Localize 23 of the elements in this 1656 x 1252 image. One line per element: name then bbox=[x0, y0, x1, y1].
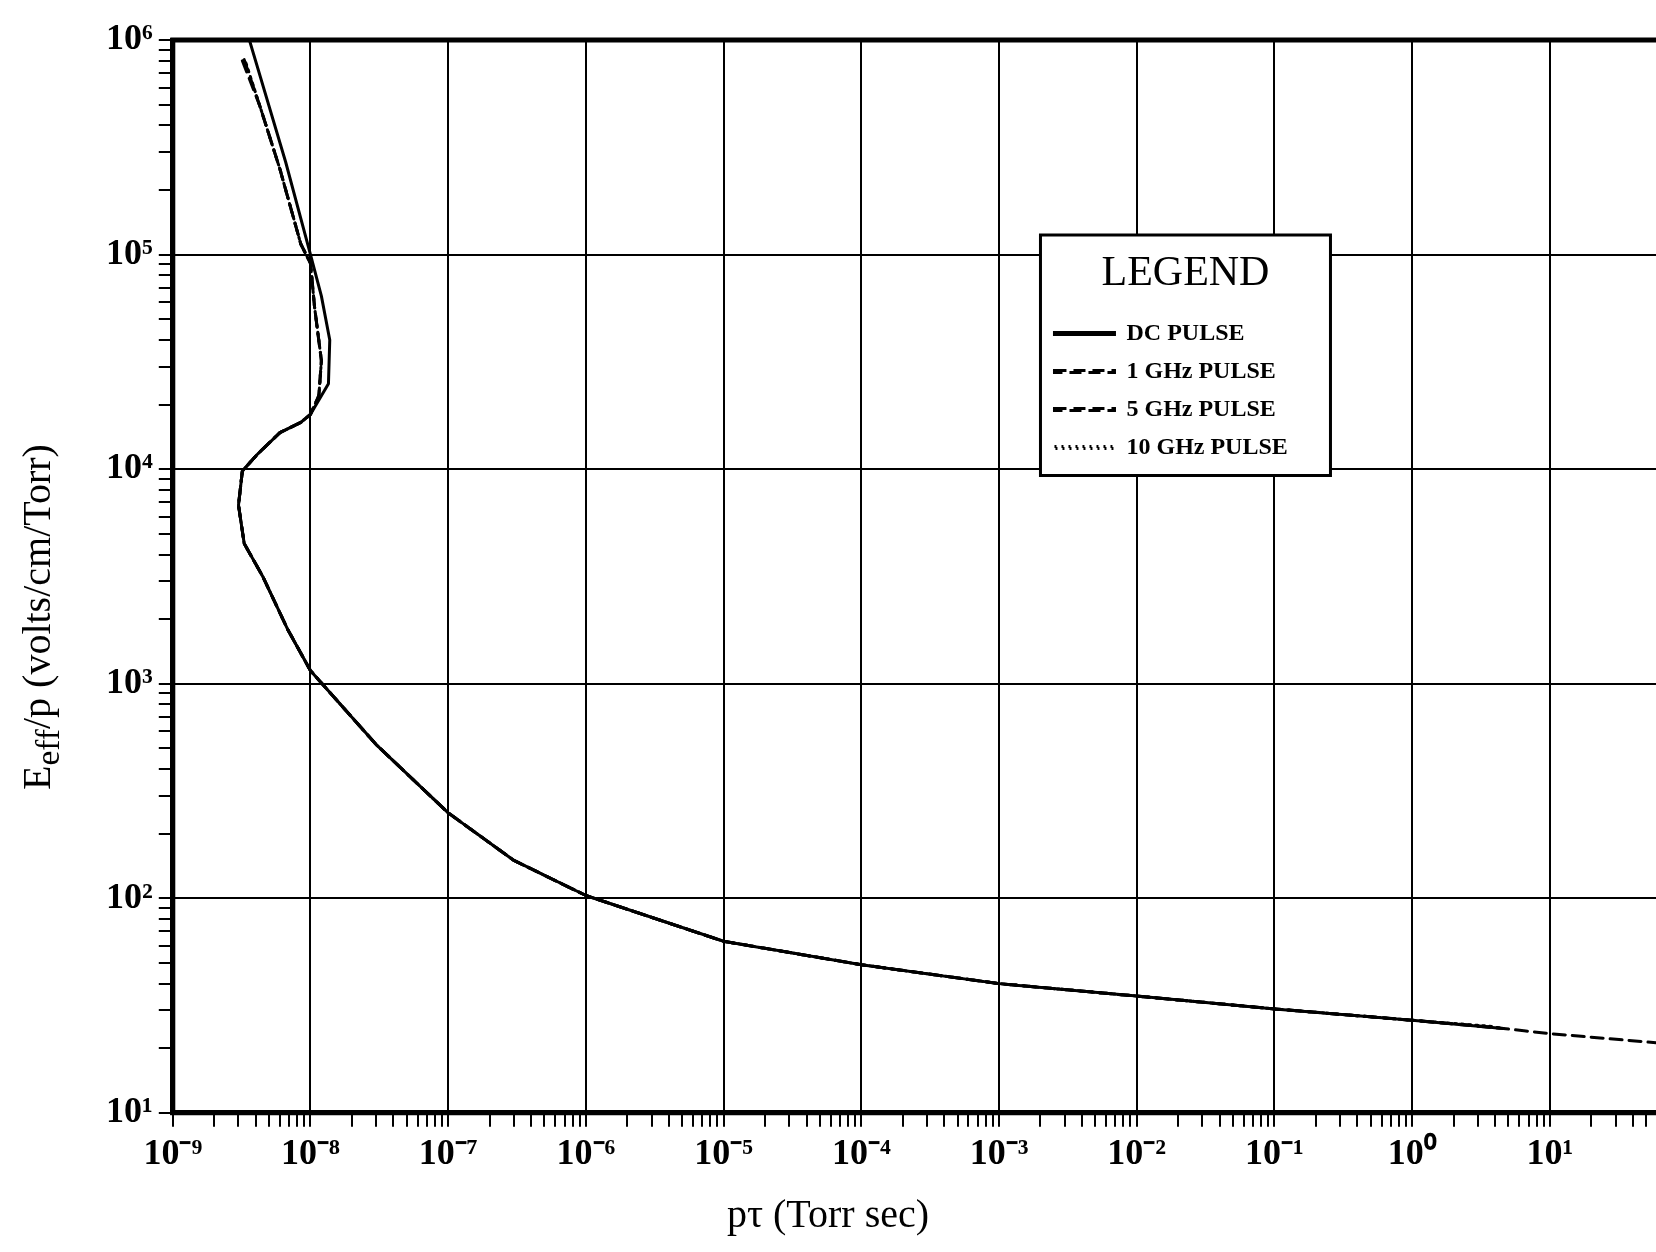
y-tick-label: 10³ bbox=[106, 660, 153, 701]
x-tick-label: 10⁻¹ bbox=[1245, 1131, 1304, 1172]
y-tick-label: 10² bbox=[106, 875, 153, 916]
legend-label: DC PULSE bbox=[1126, 318, 1245, 345]
x-tick-label: 10⁻⁴ bbox=[831, 1131, 891, 1172]
y-tick-label: 10¹ bbox=[106, 1090, 153, 1131]
y-tick-label: 10⁶ bbox=[106, 17, 153, 58]
x-tick-label: 10⁻⁷ bbox=[418, 1131, 478, 1172]
legend-label: 10 GHz PULSE bbox=[1126, 432, 1288, 459]
x-tick-label: 10⁻⁸ bbox=[281, 1131, 341, 1172]
x-tick-label: 10⁻⁹ bbox=[143, 1131, 203, 1172]
legend-label: 5 GHz PULSE bbox=[1126, 394, 1276, 421]
x-tick-label: 10⁻³ bbox=[969, 1131, 1029, 1172]
x-tick-label: 10⁻² bbox=[1107, 1131, 1167, 1172]
legend-label: 1 GHz PULSE bbox=[1126, 356, 1276, 383]
x-tick-label: 10⁻⁶ bbox=[556, 1131, 616, 1172]
x-axis-title: pτ (Torr sec) bbox=[725, 1190, 931, 1237]
y-tick-label: 10⁴ bbox=[106, 446, 153, 487]
x-tick-label: 10⁰ bbox=[1387, 1131, 1437, 1172]
x-tick-label: 10¹ bbox=[1526, 1131, 1574, 1172]
legend-title: LEGEND bbox=[1101, 248, 1270, 295]
y-tick-label: 10⁵ bbox=[106, 231, 153, 272]
x-tick-label: 10⁻⁵ bbox=[694, 1131, 754, 1172]
